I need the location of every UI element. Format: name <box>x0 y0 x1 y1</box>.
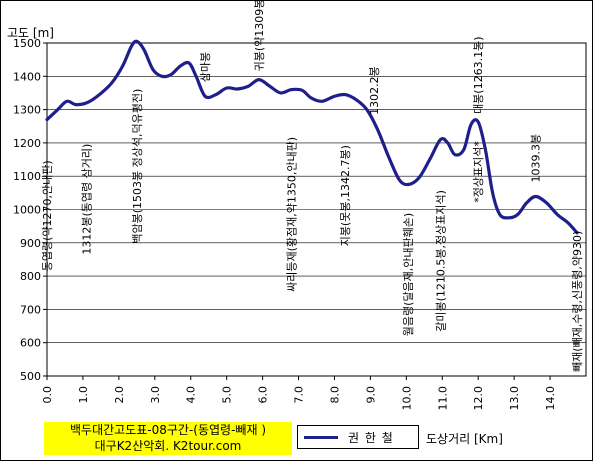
x-tick-label: 12.0 <box>472 386 485 411</box>
x-tick-label: 0.0 <box>41 386 54 404</box>
annotation-label: 귀봉(약1309봉,안내판) <box>252 1 266 71</box>
x-tick-label: 4.0 <box>185 386 198 404</box>
x-tick-label: 2.0 <box>113 386 126 404</box>
y-tick-label: 800 <box>20 270 41 283</box>
chart-title-line-2: 대구K2산악회. K2tour.com <box>94 439 242 453</box>
y-tick-label: 900 <box>20 237 41 250</box>
x-tick-label: 8.0 <box>328 386 341 404</box>
chart-title-box: 백두대간고도표-08구간-(동엽령-빼재 ) 대구K2산악회. K2tour.c… <box>44 422 292 455</box>
y-tick-label: 1500 <box>13 37 41 50</box>
legend-line-swatch <box>304 436 338 439</box>
annotation-label: 월음령(달음재,안내판훼손) <box>402 213 415 336</box>
y-tick-label: 500 <box>20 370 41 383</box>
annotation-label: 대봉(1263.1봉) <box>472 36 485 113</box>
annotation-label: 동엽령(약1270,안내판) <box>40 160 54 271</box>
x-tick-label: 11.0 <box>436 386 449 411</box>
x-tick-label: 6.0 <box>257 386 270 404</box>
y-tick-label: 1100 <box>13 170 41 183</box>
annotation-label: 빼재(빼재,수령,신풍령,약930) <box>570 231 584 372</box>
x-tick-label: 7.0 <box>293 386 306 404</box>
annotation-label: *정상표지석* <box>472 141 485 203</box>
annotation-label: 1312봉(동엽령 삼거리) <box>81 144 94 255</box>
annotation-label: 싸리등재(황점재,약1350,안내판) <box>284 137 298 292</box>
y-tick-label: 1400 <box>13 70 41 83</box>
series-line-권-한-철 <box>45 39 579 235</box>
annotation-label: 백암봉(1503봉 정상석,덕유평전) <box>131 89 144 244</box>
x-axis-label: 도상거리 [Km] <box>426 432 503 446</box>
annotation-label: 1302.2봉 <box>368 66 381 115</box>
x-tick-label: 5.0 <box>221 386 234 404</box>
x-tick-label: 9.0 <box>364 386 377 404</box>
y-tick-label: 700 <box>20 303 41 316</box>
annotation-label: 지봉(못봉,1342.7봉) <box>339 145 352 246</box>
chart-title-line-1: 백두대간고도표-08구간-(동엽령-빼재 ) <box>70 423 266 437</box>
y-tick-label: 1300 <box>13 104 41 117</box>
x-tick-label: 13.0 <box>508 386 521 411</box>
y-tick-label: 600 <box>20 337 41 350</box>
x-tick-label: 1.0 <box>77 386 90 404</box>
annotation-label: 갈미봉(1210.5봉,정상표지석) <box>433 190 447 332</box>
x-tick-label: 3.0 <box>149 386 162 404</box>
legend-series-label: 권 한 철 <box>348 431 394 445</box>
y-tick-label: 1000 <box>13 204 41 217</box>
x-tick-label: 14.0 <box>544 386 557 411</box>
annotation-label: 1039.3봉 <box>530 134 543 183</box>
annotation-label: 삼마봉 <box>199 52 212 82</box>
legend: 권 한 철 <box>297 425 419 449</box>
y-tick-label: 1200 <box>13 137 41 150</box>
y-axis-label: 고도 [m] <box>7 26 54 40</box>
x-tick-label: 10.0 <box>400 386 413 411</box>
